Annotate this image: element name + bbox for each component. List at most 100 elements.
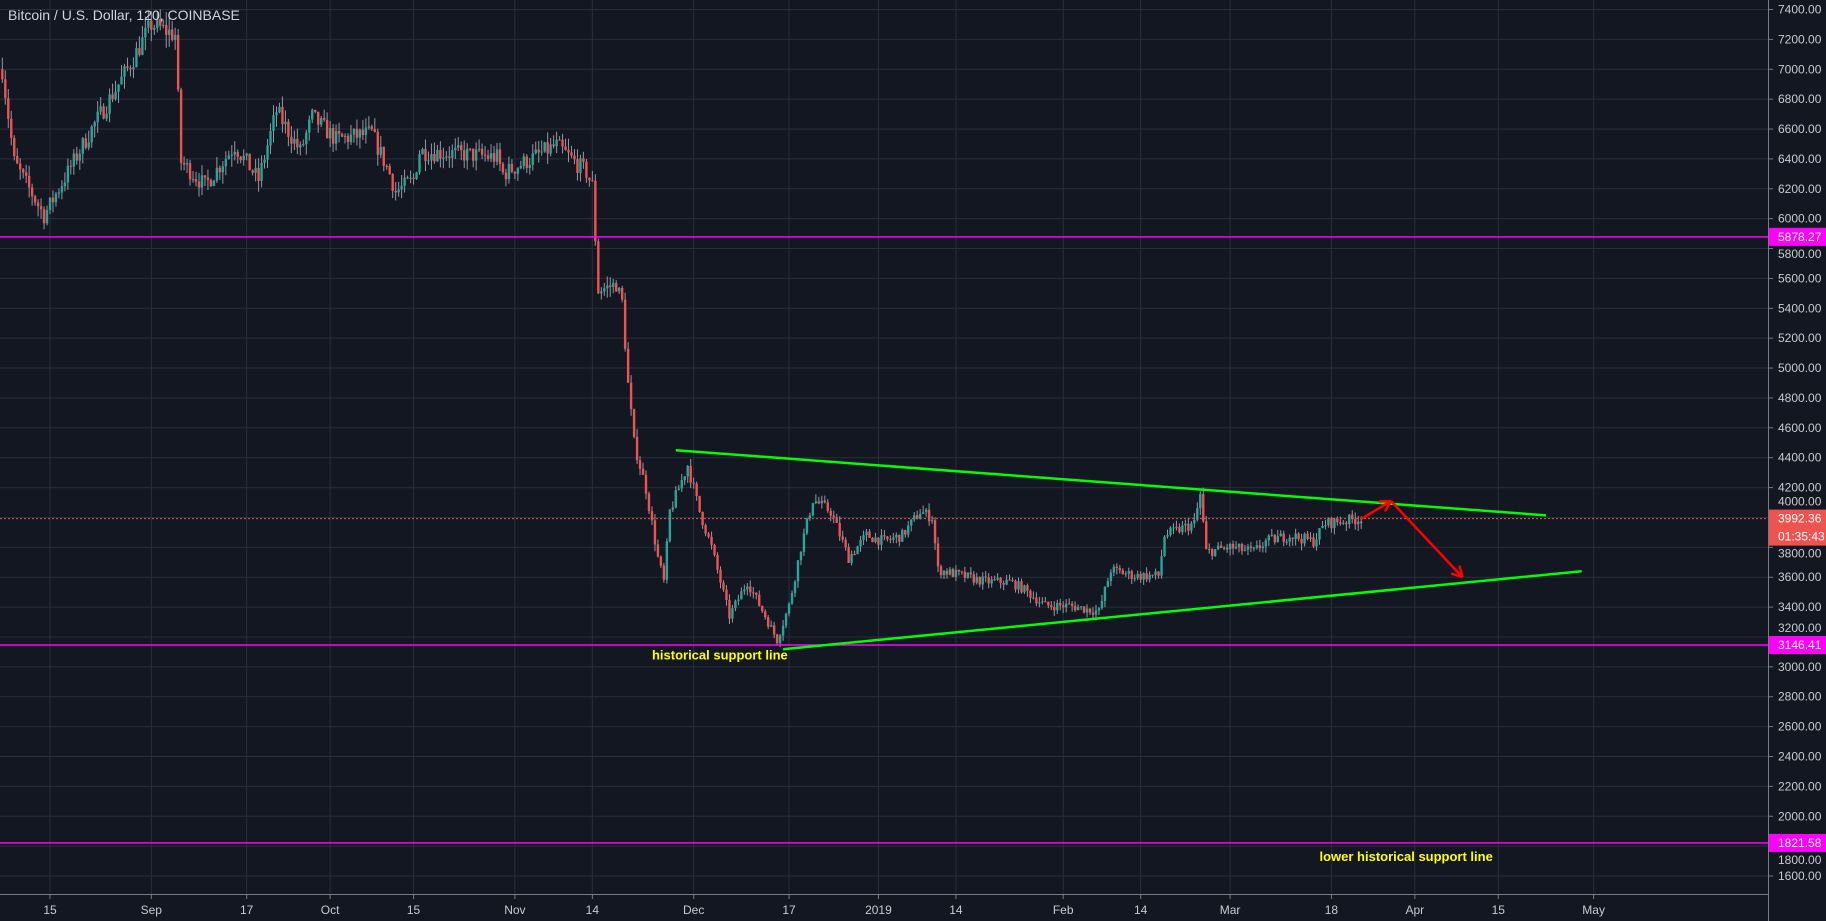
candle-down (391, 174, 394, 191)
candle-down (1297, 533, 1300, 539)
candle-down (468, 148, 472, 150)
candle-down (42, 209, 46, 224)
candle-up (1264, 540, 1268, 547)
level-price-badge[interactable] (1769, 833, 1826, 852)
candle-up (1100, 601, 1104, 609)
candle-up (519, 165, 523, 169)
arrow-line[interactable] (1360, 499, 1392, 521)
candle-down (647, 493, 651, 512)
candle-down (1118, 568, 1122, 571)
candle-down (176, 34, 180, 90)
candle-down (385, 165, 388, 167)
candle-up (430, 153, 433, 161)
candle-down (1306, 533, 1309, 540)
candle-down (692, 482, 695, 484)
candle-down (19, 163, 22, 170)
price-tick-label: 1600.00 (1778, 869, 1822, 883)
candle-up (549, 144, 552, 154)
candle-down (433, 153, 436, 162)
trendline[interactable] (675, 448, 1547, 517)
candle-up (466, 148, 469, 161)
drawings[interactable]: historical support line lower historical … (652, 448, 1582, 864)
candle-down (290, 136, 293, 144)
candle-up (769, 625, 773, 627)
candle-down (39, 206, 43, 210)
annotation-text[interactable]: lower historical support line (1319, 849, 1492, 864)
candle-down (16, 156, 19, 164)
candle-down (373, 129, 377, 132)
candle-down (957, 569, 961, 572)
level-price-badge[interactable] (1769, 635, 1826, 654)
trendline[interactable] (782, 569, 1582, 651)
candle-down (1354, 519, 1357, 525)
level-price-badge[interactable] (1769, 227, 1826, 246)
candle-up (901, 530, 904, 542)
candle-down (182, 162, 186, 165)
candle-down (620, 287, 624, 300)
candle-down (1231, 543, 1235, 549)
candle-down (513, 171, 517, 174)
candle-down (561, 139, 564, 147)
candle-up (540, 151, 543, 153)
candle-down (1044, 601, 1047, 603)
candle-up (1348, 514, 1351, 525)
candle-down (656, 544, 660, 557)
candle-down (1073, 605, 1077, 611)
candle-down (1273, 534, 1276, 543)
candle-up (284, 121, 287, 125)
candle-down (722, 582, 725, 590)
candle-up (489, 153, 493, 159)
candle-down (1014, 580, 1017, 590)
candle-up (1097, 608, 1101, 611)
candle-up (495, 149, 499, 162)
candle-up (63, 182, 67, 187)
candle-up (132, 67, 135, 70)
candle-up (1175, 526, 1178, 528)
candle-down (635, 436, 639, 461)
candle-up (156, 18, 159, 28)
candle-up (543, 142, 546, 152)
time-tick-label: 2019 (865, 903, 892, 917)
candle-down (287, 121, 290, 137)
candle-up (454, 147, 457, 151)
candle-up (269, 130, 272, 146)
candle-down (623, 299, 627, 349)
candle-down (51, 197, 55, 203)
candle-down (84, 138, 87, 148)
candle-down (510, 163, 514, 172)
candle-down (1053, 607, 1056, 611)
candle-down (317, 111, 320, 125)
candle-up (737, 599, 740, 601)
candle-up (683, 476, 686, 481)
candle-down (439, 149, 442, 159)
candle-down (749, 586, 752, 593)
candle-down (21, 169, 25, 173)
candle-up (1216, 545, 1220, 550)
candle-down (492, 153, 496, 162)
price-tick-label: 3600.00 (1778, 570, 1822, 584)
candle-up (66, 165, 70, 183)
price-axis[interactable] (1768, 0, 1826, 921)
candle-up (254, 167, 257, 173)
candle-down (197, 181, 201, 188)
candle-down (1225, 547, 1229, 550)
level-price-label: 5878.27 (1778, 230, 1822, 244)
candle-down (755, 592, 758, 595)
price-tick-label: 6000.00 (1778, 212, 1822, 226)
candle-down (203, 175, 207, 178)
candle-up (1005, 579, 1008, 585)
candle-up (445, 156, 448, 158)
price-tick-label: 5400.00 (1778, 301, 1822, 315)
candle-down (314, 109, 317, 112)
candle-up (892, 537, 895, 540)
arrow-line[interactable] (1390, 500, 1464, 579)
candle-up (191, 179, 195, 181)
candle-down (564, 146, 567, 150)
candle-up (299, 144, 302, 148)
annotation-text[interactable]: historical support line (652, 647, 788, 662)
horizontal-levels[interactable] (0, 236, 1768, 844)
candle-down (150, 20, 153, 30)
candle-down (728, 599, 731, 619)
